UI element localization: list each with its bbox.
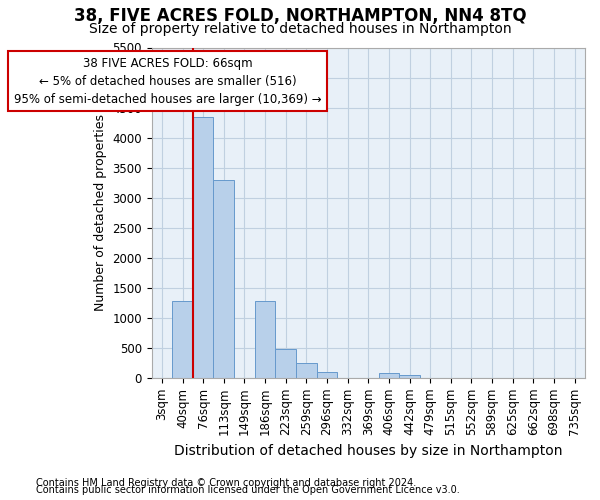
Bar — [317, 372, 337, 378]
Bar — [255, 301, 275, 378]
Bar — [399, 375, 420, 378]
Bar — [296, 364, 317, 378]
X-axis label: Distribution of detached houses by size in Northampton: Distribution of detached houses by size … — [174, 444, 563, 458]
Text: Size of property relative to detached houses in Northampton: Size of property relative to detached ho… — [89, 22, 511, 36]
Bar — [214, 180, 234, 378]
Bar — [275, 349, 296, 378]
Text: 38 FIVE ACRES FOLD: 66sqm
← 5% of detached houses are smaller (516)
95% of semi-: 38 FIVE ACRES FOLD: 66sqm ← 5% of detach… — [14, 56, 322, 106]
Bar — [193, 116, 214, 378]
Bar — [379, 373, 399, 378]
Text: Contains public sector information licensed under the Open Government Licence v3: Contains public sector information licen… — [36, 485, 460, 495]
Y-axis label: Number of detached properties: Number of detached properties — [94, 114, 107, 311]
Text: 38, FIVE ACRES FOLD, NORTHAMPTON, NN4 8TQ: 38, FIVE ACRES FOLD, NORTHAMPTON, NN4 8T… — [74, 8, 526, 26]
Bar — [172, 301, 193, 378]
Text: Contains HM Land Registry data © Crown copyright and database right 2024.: Contains HM Land Registry data © Crown c… — [36, 478, 416, 488]
